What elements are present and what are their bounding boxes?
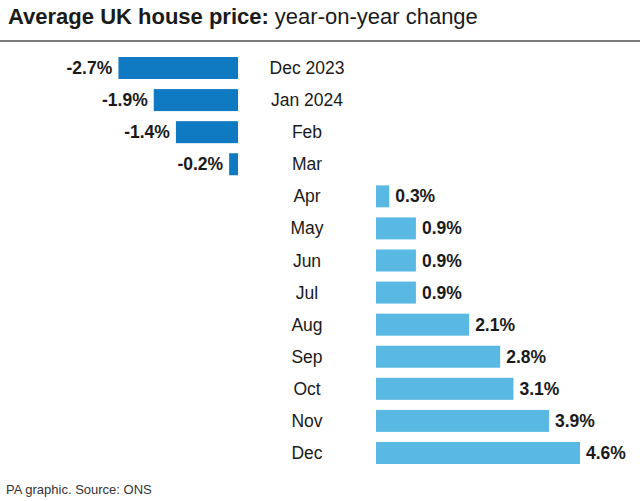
bar	[376, 346, 500, 368]
data-label: 2.1%	[475, 315, 515, 335]
bar	[376, 282, 416, 304]
category-label: Aug	[291, 315, 322, 335]
data-label: 0.9%	[422, 251, 462, 271]
subtitle-text: year-on-year change	[275, 4, 478, 29]
data-label: 3.9%	[555, 411, 595, 431]
bar	[376, 185, 389, 207]
data-label: -2.7%	[67, 58, 113, 78]
category-label: Dec	[291, 443, 322, 463]
data-label: 2.8%	[506, 347, 546, 367]
source: PA graphic. Source: ONS	[6, 482, 152, 497]
data-label: 0.9%	[422, 283, 462, 303]
data-label: 0.3%	[395, 186, 435, 206]
data-label: 0.9%	[422, 218, 462, 238]
bar	[229, 153, 238, 175]
bar	[376, 250, 416, 272]
category-label: Jul	[296, 283, 318, 303]
category-label: Mar	[292, 154, 322, 174]
category-label: Apr	[293, 186, 320, 206]
category-label: Feb	[292, 122, 322, 142]
data-label: 3.1%	[519, 379, 559, 399]
category-label: Jun	[293, 251, 321, 271]
title-text: Average UK house price:	[8, 4, 269, 29]
category-label: Dec 2023	[270, 58, 345, 78]
bar	[376, 378, 513, 400]
category-label: Sep	[291, 347, 322, 367]
bar	[176, 121, 238, 143]
title-rule	[0, 40, 640, 42]
bar	[118, 57, 238, 79]
bars	[118, 57, 580, 464]
bar	[376, 442, 580, 464]
labels: Dec 2023 -2.7% Jan 2024 -1.9% Feb -1.4% Mar -0.…	[67, 58, 627, 463]
chart-svg: Average UK house price:year-on-year chan…	[0, 0, 640, 501]
category-label: Nov	[291, 411, 322, 431]
category-label: May	[290, 218, 323, 238]
data-label: -1.9%	[102, 90, 148, 110]
data-label: -1.4%	[124, 122, 170, 142]
title: Average UK house price:year-on-year chan…	[8, 4, 478, 29]
chart-container: Average UK house price:year-on-year chan…	[0, 0, 640, 501]
bar	[376, 217, 416, 239]
category-label: Jan 2024	[271, 90, 343, 110]
bar	[376, 314, 469, 336]
category-label: Oct	[293, 379, 320, 399]
data-label: -0.2%	[177, 154, 223, 174]
bar	[376, 410, 549, 432]
bar	[154, 89, 238, 111]
data-label: 4.6%	[586, 443, 626, 463]
